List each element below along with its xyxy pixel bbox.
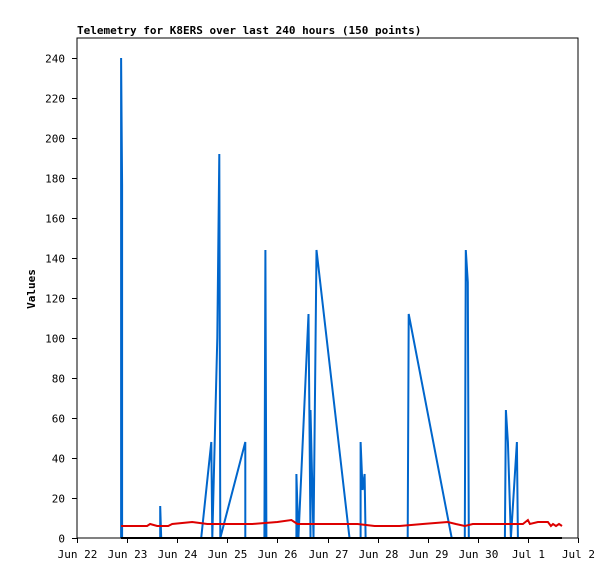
x-tick-label: Jun 27: [309, 548, 349, 561]
y-tick-label: 140: [45, 253, 65, 266]
y-tick-label: 60: [52, 413, 65, 426]
y-tick-label: 40: [52, 453, 65, 466]
y-tick-label: 220: [45, 93, 65, 106]
x-tick-label: Jun 23: [108, 548, 148, 561]
x-tick-label: Jun 25: [208, 548, 248, 561]
y-tick-label: 20: [52, 493, 65, 506]
x-tick-label: Jun 24: [158, 548, 198, 561]
y-tick-label: 160: [45, 213, 65, 226]
y-tick-label: 120: [45, 293, 65, 306]
x-tick-label: Jun 22: [58, 548, 98, 561]
x-tick-label: Jun 29: [409, 548, 449, 561]
y-tick-label: 80: [52, 373, 65, 386]
x-tick-label: Jun 28: [359, 548, 399, 561]
y-tick-label: 0: [58, 533, 65, 546]
chart-title: Telemetry for K8ERS over last 240 hours …: [77, 24, 421, 37]
y-axis-label: Values: [25, 269, 38, 309]
y-tick-label: 180: [45, 173, 65, 186]
y-tick-label: 200: [45, 133, 65, 146]
y-tick-label: 240: [45, 53, 65, 66]
axes-layer: 0 20 40 60 80 100 120 140 160 180 200 220 240 Jun 22 J…: [45, 37, 595, 561]
y-tick-label: 100: [45, 333, 65, 346]
x-tick-label: Jul 1: [512, 548, 545, 561]
x-tick-label: Jul 2: [562, 548, 595, 561]
x-tick-label: Jun 30: [459, 548, 499, 561]
x-tick-label: Jun 26: [258, 548, 298, 561]
series-line-2: [121, 518, 563, 528]
plot-frame: [76, 37, 579, 539]
